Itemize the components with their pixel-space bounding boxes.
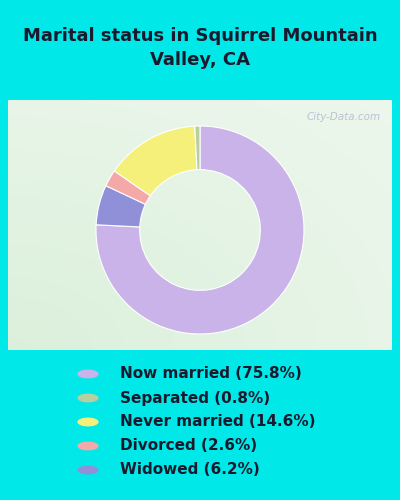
Wedge shape — [195, 126, 200, 170]
Wedge shape — [96, 186, 146, 227]
Circle shape — [78, 418, 98, 426]
Text: Separated (0.8%): Separated (0.8%) — [120, 390, 270, 406]
Text: Marital status in Squirrel Mountain
Valley, CA: Marital status in Squirrel Mountain Vall… — [23, 27, 377, 69]
Wedge shape — [106, 171, 150, 204]
Text: Never married (14.6%): Never married (14.6%) — [120, 414, 316, 430]
Wedge shape — [96, 126, 304, 334]
Circle shape — [78, 442, 98, 450]
Circle shape — [78, 370, 98, 378]
Circle shape — [78, 466, 98, 473]
Wedge shape — [114, 126, 197, 196]
Text: Now married (75.8%): Now married (75.8%) — [120, 366, 302, 382]
Text: Widowed (6.2%): Widowed (6.2%) — [120, 462, 260, 477]
Text: Divorced (2.6%): Divorced (2.6%) — [120, 438, 257, 454]
Text: City-Data.com: City-Data.com — [306, 112, 380, 122]
Circle shape — [78, 394, 98, 402]
